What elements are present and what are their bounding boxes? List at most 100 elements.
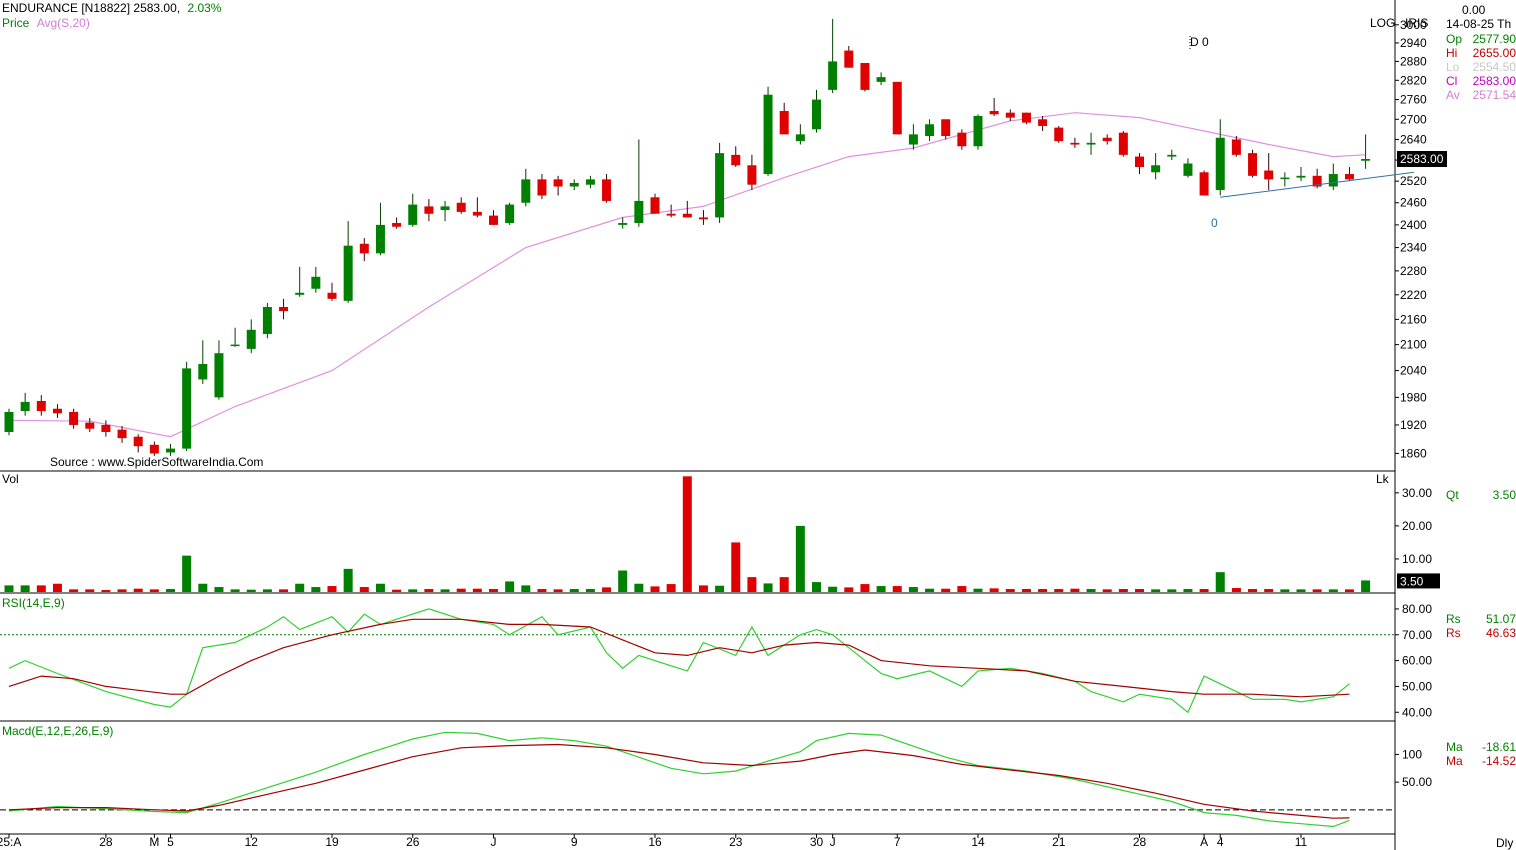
log-scale-toggle[interactable]: LOG <box>1370 16 1396 30</box>
x-tick-label: 5 <box>167 835 174 849</box>
candle-body <box>1070 142 1080 145</box>
x-tick-label: 23 <box>729 835 743 849</box>
ohlc-value: 2583.00 <box>1472 74 1516 88</box>
candle-body <box>1361 159 1371 161</box>
volume-bar <box>311 587 321 592</box>
volume-qty: Qt 3.50 <box>1446 488 1516 502</box>
price-legend: Price Avg(S,20) <box>2 16 90 30</box>
candle-body <box>650 197 660 214</box>
x-tick-label: 28 <box>99 835 113 849</box>
volume-bar <box>1135 589 1144 592</box>
volume-bar <box>472 588 482 592</box>
rsi-tick-label: 70.00 <box>1402 628 1432 642</box>
volume-bar <box>1264 589 1274 592</box>
volume-unit: Lk <box>1376 472 1389 486</box>
price-tick-label: 2280 <box>1400 264 1427 278</box>
candle-body <box>505 204 515 224</box>
rsi-key: Rs <box>1446 612 1461 626</box>
volume-tick-label: 10.00 <box>1402 552 1432 566</box>
macd-key: Ma <box>1446 754 1463 768</box>
volume-bar <box>1215 572 1225 592</box>
volume-bar <box>731 542 741 592</box>
volume-bar <box>1054 589 1064 592</box>
current-price-tag: 2583.00 <box>1400 152 1444 166</box>
rsi-value-2: Rs 46.63 <box>1446 626 1516 640</box>
volume-bar <box>973 588 983 592</box>
volume-bar <box>489 589 498 592</box>
volume-bar <box>1183 589 1193 592</box>
macd-line <box>8 731 1350 828</box>
rsi-value: 51.07 <box>1485 612 1516 626</box>
macd-value-2: Ma -14.52 <box>1446 754 1516 768</box>
price-tick-label: 2220 <box>1400 288 1427 302</box>
candle-body <box>908 134 918 145</box>
volume-bar <box>214 587 224 592</box>
candle-body <box>763 94 773 175</box>
volume-bar <box>182 555 192 592</box>
x-tick-label: 4 <box>1217 835 1224 849</box>
candle-body <box>1231 139 1241 155</box>
volume-bar <box>650 586 660 592</box>
chart-header: ENDURANCE [N18822] 2583.00, 2.03% <box>2 1 221 15</box>
volume-bar <box>763 583 773 592</box>
candle-body <box>166 448 175 453</box>
x-tick-label: 19 <box>325 835 339 849</box>
price-tick-label: 2100 <box>1400 338 1427 352</box>
macd-key: Ma <box>1446 740 1463 754</box>
price-tick-label: 2820 <box>1400 73 1427 87</box>
top-value: 0.00 <box>1462 3 1486 17</box>
x-tick-label: 16 <box>648 835 662 849</box>
volume-bar <box>521 585 531 592</box>
price-tick-label: 1860 <box>1400 446 1427 460</box>
ohlc-key: Hi <box>1446 46 1458 60</box>
candle-body <box>20 401 30 412</box>
volume-bar <box>892 586 902 592</box>
current-date: 14-08-25 Th <box>1446 17 1512 31</box>
candle-body <box>1215 137 1225 191</box>
candle-body <box>892 81 902 135</box>
candle-body <box>375 224 385 254</box>
volume-bar <box>101 590 111 592</box>
volume-bar <box>246 589 256 592</box>
price-tick-label: 1920 <box>1400 418 1427 432</box>
volume-bar <box>392 589 402 592</box>
volume-bar <box>1021 589 1031 592</box>
volume-bar <box>440 589 450 592</box>
volume-bar <box>69 589 79 592</box>
price-tick-label: 2880 <box>1400 54 1427 68</box>
volume-bar <box>666 584 676 592</box>
volume-tag-bg <box>1397 573 1440 589</box>
volume-bar <box>585 589 595 592</box>
volume-bar <box>20 585 30 592</box>
ohlc-low: Lo 2554.50 <box>1446 60 1516 74</box>
volume-bar <box>860 584 870 592</box>
volume-bar <box>52 583 62 592</box>
volume-bar <box>553 589 563 592</box>
price-tick-label: 2460 <box>1400 196 1427 210</box>
candle-body <box>408 204 418 225</box>
candle-body <box>876 77 886 82</box>
volume-bar <box>1231 588 1241 592</box>
iris-watermark: IRIS <box>1405 16 1429 30</box>
candle-body <box>973 115 983 147</box>
volume-bar <box>359 587 369 592</box>
candle-body <box>1312 175 1322 187</box>
volume-bar <box>908 587 918 592</box>
volume-bar <box>925 588 935 592</box>
volume-bar <box>698 585 708 592</box>
volume-bar <box>1328 589 1338 592</box>
x-tick-label: 11 <box>1295 835 1308 849</box>
ohlc-avg: Av 2571.54 <box>1446 88 1516 102</box>
volume-title: Vol <box>2 472 19 486</box>
volume-bar <box>1005 589 1015 592</box>
candle-body <box>795 134 805 142</box>
trendline <box>1220 171 1415 198</box>
candle-body <box>553 179 563 187</box>
volume-bar <box>456 588 466 592</box>
avg-line <box>8 112 1366 438</box>
price-tick-label: 2400 <box>1400 218 1427 232</box>
volume-bar <box>602 587 612 592</box>
volume-bar <box>1312 589 1322 592</box>
macd-tick-label: 50.00 <box>1402 775 1432 789</box>
candle-body <box>311 276 321 289</box>
